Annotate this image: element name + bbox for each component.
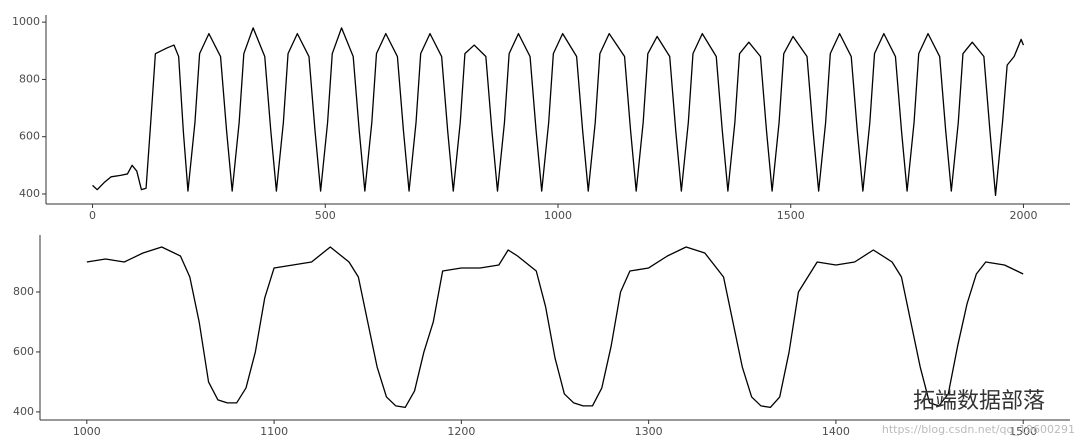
x-tick-label: 1100 — [260, 425, 288, 438]
y-tick-label: 600 — [13, 345, 34, 358]
watermark: 拓端数据部落 — [913, 389, 1045, 414]
x-tick-label: 1400 — [822, 425, 850, 438]
line-series — [86, 246, 1024, 409]
x-tick-label: 1500 — [777, 209, 805, 222]
watermark-url: https://blog.csdn.net/qq_19600291 — [882, 423, 1075, 436]
x-tick-label: 1000 — [544, 209, 572, 222]
y-tick-label: 800 — [19, 72, 40, 85]
y-tick-label: 600 — [19, 130, 40, 143]
x-tick-label: 2000 — [1009, 209, 1037, 222]
x-tick-label: 500 — [315, 209, 336, 222]
y-tick-label: 1000 — [12, 15, 40, 28]
y-tick-label: 400 — [19, 187, 40, 200]
x-tick-label: 1000 — [73, 425, 101, 438]
x-tick-label: 1300 — [635, 425, 663, 438]
y-tick-label: 400 — [13, 405, 34, 418]
x-tick-label: 0 — [89, 209, 96, 222]
x-tick-label: 1500 — [1009, 425, 1037, 438]
y-tick-label: 800 — [13, 285, 34, 298]
line-series — [92, 27, 1025, 197]
x-tick-label: 1200 — [447, 425, 475, 438]
